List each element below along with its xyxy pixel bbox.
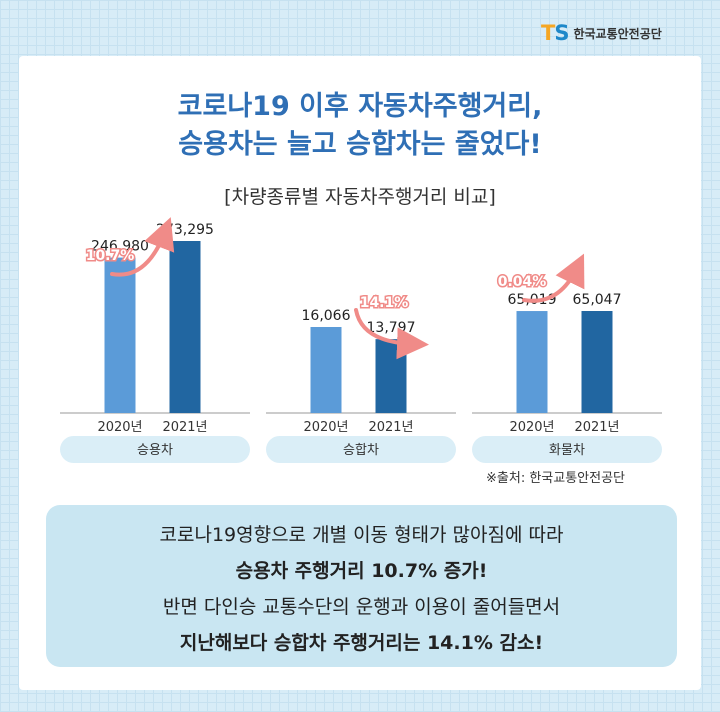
info-line-1: 코로나19영향으로 개별 이동 형태가 많아짐에 따라 bbox=[159, 524, 564, 546]
group-label: 승합차 bbox=[343, 443, 379, 458]
bar-승합차-2021년 bbox=[375, 339, 407, 413]
source-note: ※출처: 한국교통안전공단 bbox=[486, 471, 626, 486]
bar-승합차-2020년 bbox=[310, 327, 342, 413]
info-box: 코로나19영향으로 개별 이동 형태가 많아짐에 따라 승용차 주행거리 10.… bbox=[46, 505, 677, 667]
bar-승용차-2020년 bbox=[104, 257, 136, 413]
chart-title: [차량종류별 자동차주행거리 비교] bbox=[224, 186, 496, 208]
change-label: 0.04% bbox=[498, 274, 547, 290]
group-pill bbox=[266, 436, 456, 463]
info-line-4: 지난해보다 승합차 주행거리는 14.1% 감소! bbox=[179, 632, 544, 654]
info-line-3: 반면 다인승 교통수단의 운행과 이용이 줄어들면서 bbox=[162, 596, 561, 618]
group-label: 화물차 bbox=[549, 443, 585, 458]
value-label: 246,980 bbox=[91, 239, 149, 255]
info-line-2: 승용차 주행거리 10.7% 증가! bbox=[235, 560, 488, 582]
tick-label: 2021년 bbox=[574, 420, 619, 435]
headline-line-1: 코로나19 이후 자동차주행거리, bbox=[177, 91, 543, 122]
tick-label: 2020년 bbox=[509, 420, 554, 435]
group-pill bbox=[60, 436, 250, 463]
brand-name: 한국교통안전공단 bbox=[573, 26, 662, 41]
brand-logo: TS 한국교통안전공단 bbox=[541, 20, 662, 46]
tick-label: 2021년 bbox=[162, 420, 207, 435]
change-arrow-icon bbox=[110, 217, 175, 277]
ts-logo-icon: TS bbox=[541, 21, 569, 45]
change-arrow-icon bbox=[522, 253, 585, 303]
value-label: 16,066 bbox=[302, 308, 351, 324]
group-pill bbox=[472, 436, 662, 463]
change-arrow-icon bbox=[354, 308, 429, 360]
bar-화물차-2021년 bbox=[581, 311, 613, 413]
bar-화물차-2020년 bbox=[516, 311, 548, 413]
group-label: 승용차 bbox=[137, 443, 173, 458]
value-label: 65,047 bbox=[573, 292, 622, 308]
change-label: 14.1% bbox=[360, 295, 409, 311]
tick-label: 2021년 bbox=[368, 420, 413, 435]
tick-label: 2020년 bbox=[303, 420, 348, 435]
headline-line-2: 승용차는 늘고 승합차는 줄었다! bbox=[178, 129, 542, 160]
change-label: 10.7% bbox=[86, 248, 135, 264]
tick-label: 2020년 bbox=[97, 420, 142, 435]
bar-승용차-2021년 bbox=[169, 241, 201, 413]
